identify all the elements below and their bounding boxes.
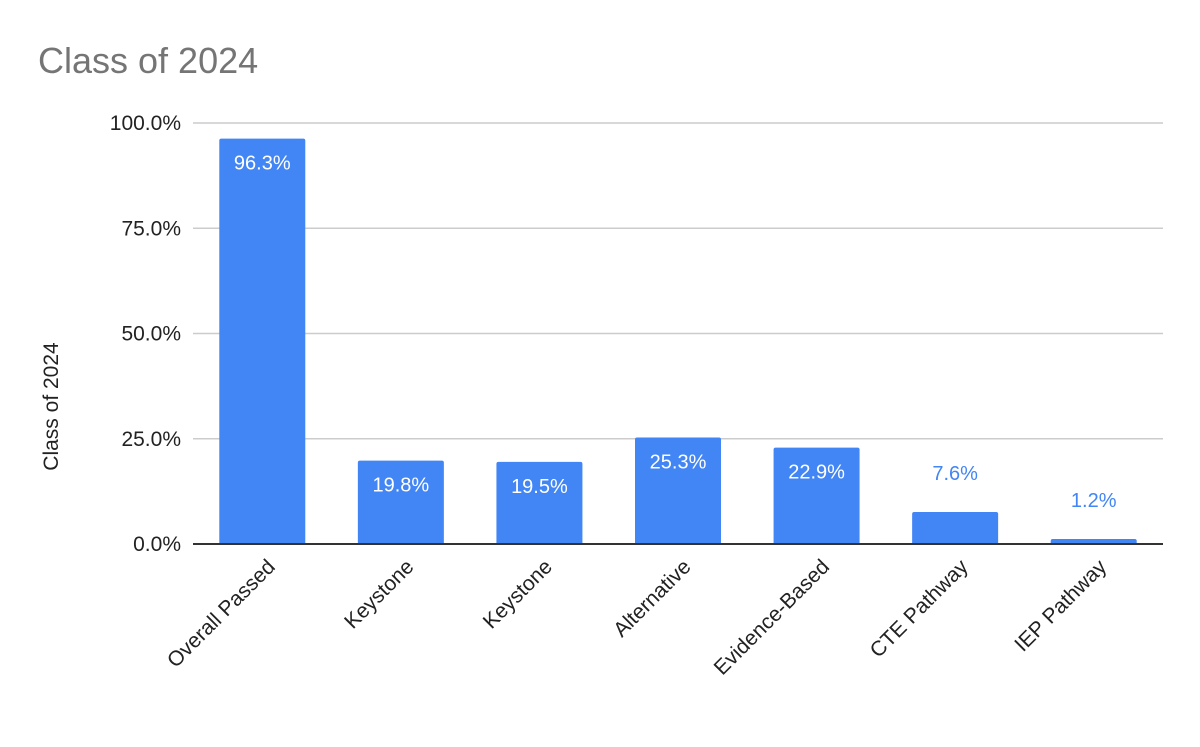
data-label: 7.6% <box>932 463 978 485</box>
bar <box>357 460 444 544</box>
y-axis-title: Class of 2024 <box>40 342 63 471</box>
x-tick-label: Overall Passed <box>163 555 280 672</box>
x-axis-ticks: Overall Passed Keystone Keystone Alternativ… <box>163 555 1112 680</box>
data-label: 19.8% <box>372 475 429 497</box>
data-label: 1.2% <box>1071 490 1117 512</box>
bar <box>219 138 306 544</box>
y-tick-label: 75.0% <box>121 217 181 240</box>
x-tick-label: CTE Pathway <box>866 555 973 662</box>
bar <box>496 461 583 544</box>
y-axis-ticks: 0.0% 25.0% 50.0% 75.0% 100.0% <box>110 112 181 556</box>
bar <box>773 447 860 544</box>
data-label: 96.3% <box>234 153 291 175</box>
bar <box>1050 538 1137 544</box>
bars <box>219 138 1137 544</box>
x-tick-label: Keystone <box>479 555 557 633</box>
chart-title: Class of 2024 <box>38 40 259 81</box>
data-label: 25.3% <box>650 451 707 473</box>
x-tick-label: Evidence-Based <box>710 555 834 679</box>
y-tick-label: 50.0% <box>121 323 181 346</box>
bar <box>635 437 721 544</box>
bar <box>912 512 999 544</box>
y-tick-label: 0.0% <box>133 533 181 556</box>
data-label: 19.5% <box>511 476 568 498</box>
y-tick-label: 25.0% <box>121 428 181 451</box>
x-tick-label: Keystone <box>340 555 418 633</box>
gridlines <box>193 122 1163 440</box>
y-tick-label: 100.0% <box>110 112 181 135</box>
x-tick-label: IEP Pathway <box>1010 555 1111 656</box>
data-label: 22.9% <box>788 462 845 484</box>
data-labels: 96.3% 19.8% 19.5% 25.3% 22.9% 7.6% 1.2% <box>234 153 1117 512</box>
x-tick-label: Alternative <box>609 555 695 641</box>
